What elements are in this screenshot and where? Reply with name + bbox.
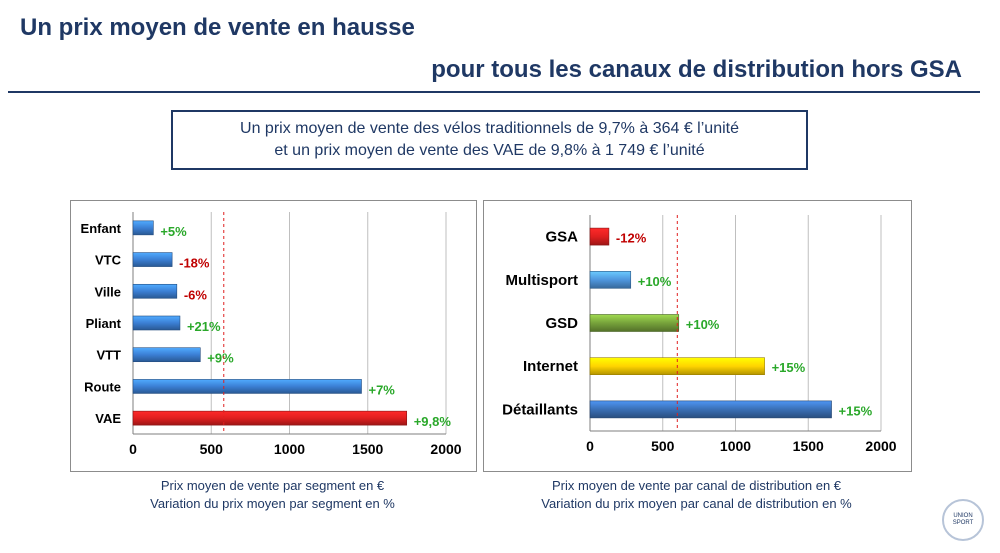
bar [589,271,632,289]
category-label: Pliant [86,316,122,331]
x-tick-label: 1000 [720,438,751,454]
bar-change-label: +9% [207,351,234,366]
segment-caption-line2: Variation du prix moyen par segment en % [150,496,395,511]
bar-change-label: +21% [187,319,221,334]
channel-caption-line2: Variation du prix moyen par canal de dis… [541,496,852,511]
category-label: GSD [545,315,578,332]
x-tick-label: 0 [129,441,137,457]
summary-line1: Un prix moyen de vente des vélos traditi… [240,120,739,137]
bar [589,400,832,419]
bar-change-label: +7% [368,382,395,397]
bar-change-label: -18% [179,256,210,271]
category-label: Internet [523,358,578,375]
bar [132,220,154,236]
category-label: Multisport [506,272,579,289]
category-label: Enfant [81,221,122,236]
summary-line2: et un prix moyen de vente des VAE de 9,8… [274,142,705,159]
x-tick-label: 500 [200,441,224,457]
bar-change-label: +15% [839,403,873,418]
bar [132,283,178,299]
channel-bar-chart: 0 500 1000 1500 2000 GSA -12% Multisport +10% GSD… [502,215,897,454]
channel-chart-panel: 0 500 1000 1500 2000 GSA -12% Multisport +10% GSD… [483,200,912,472]
bar-change-label: +5% [160,224,187,239]
bar-change-label: -12% [616,231,647,246]
bar-change-label: +10% [686,317,720,332]
channel-caption-line1: Prix moyen de vente par canal de distrib… [551,478,842,493]
category-label: VAE [95,411,121,426]
x-tick-label: 1000 [274,441,305,457]
bar-change-label: +15% [772,360,806,375]
segment-caption-line1: Prix moyen de vente par segment en € [160,478,385,493]
x-tick-label: 1500 [793,438,824,454]
category-label: Détaillants [502,401,578,418]
bar [132,347,201,363]
category-label: Route [84,379,121,394]
union-sport-cycle-logo: UNION SPORT [942,499,984,541]
x-tick-label: 0 [586,438,594,454]
x-tick-label: 1500 [352,441,383,457]
channel-chart-caption: Prix moyen de vente par canal de distrib… [463,477,930,513]
bar [132,410,408,426]
title-divider [8,91,980,93]
page-title-line1: Un prix moyen de vente en hausse [20,14,415,41]
page-title-line2: pour tous les canaux de distribution hor… [431,56,962,83]
x-tick-label: 2000 [430,441,461,457]
bar [132,315,181,331]
bar-change-label: +10% [638,274,672,289]
category-label: VTC [95,253,122,268]
category-label: Ville [94,284,121,299]
summary-box: Un prix moyen de vente des vélos traditi… [171,110,808,170]
segment-chart-caption: Prix moyen de vente par segment en € Var… [70,477,475,513]
bar [132,379,362,394]
segment-chart-panel: 0 500 1000 1500 2000 Enfant +5% VTC -18% Ville -6%… [70,200,477,472]
x-tick-label: 500 [651,438,675,454]
bar-change-label: -6% [184,287,208,302]
bar [589,314,680,332]
bar [132,252,173,267]
category-label: VTT [96,348,121,363]
segment-bar-chart: 0 500 1000 1500 2000 Enfant +5% VTC -18% Ville -6%… [81,212,462,457]
bar-change-label: +9,8% [414,414,452,429]
category-label: GSA [545,229,578,246]
bar [589,227,610,246]
x-tick-label: 2000 [865,438,896,454]
